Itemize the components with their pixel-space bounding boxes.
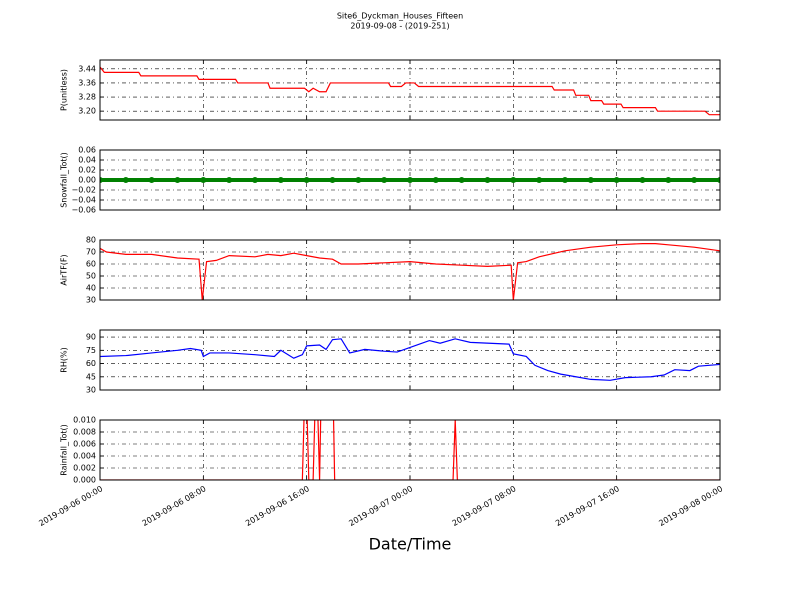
data-point — [381, 177, 388, 183]
x-tick-label: 2019-09-08 00:00 — [657, 484, 724, 528]
y-axis-label: RH(%) — [60, 347, 69, 372]
data-point — [536, 177, 543, 183]
data-point — [226, 177, 233, 183]
data-point — [717, 177, 720, 183]
y-tick-label: 70 — [86, 248, 96, 257]
data-point — [303, 177, 310, 183]
data-point — [200, 177, 207, 183]
y-tick-label: 75 — [86, 346, 96, 355]
axes-frame — [99, 239, 721, 301]
y-tick-label: 0.010 — [73, 416, 96, 425]
y-tick-label: 3.28 — [78, 93, 96, 102]
axes-frame — [99, 149, 721, 211]
chart-subtitle: 2019-09-08 - (2019-251) — [350, 22, 449, 31]
y-tick-label: 0.04 — [78, 156, 96, 165]
y-tick-label: 0.002 — [73, 464, 96, 473]
y-tick-label: 3.44 — [78, 64, 96, 73]
data-line — [100, 66, 720, 116]
y-axis-label: AirTF(F) — [60, 254, 69, 285]
y-tick-label: 0.004 — [73, 452, 96, 461]
y-axis-label: Rainfall_Tot() — [60, 424, 69, 476]
data-point — [174, 177, 181, 183]
data-point — [100, 177, 103, 183]
plot-area — [100, 243, 720, 300]
y-tick-label: 40 — [86, 284, 96, 293]
x-tick-label: 2019-09-06 16:00 — [244, 484, 311, 528]
y-tick-label: 45 — [86, 372, 96, 381]
data-point — [613, 177, 620, 183]
plot-area — [100, 66, 720, 116]
y-tick-label: 30 — [86, 296, 96, 305]
data-point — [562, 177, 568, 183]
data-point — [510, 177, 517, 183]
y-tick-label: 80 — [86, 236, 96, 245]
y-axis-label: P(unitless) — [60, 69, 69, 111]
y-tick-label: 0.00 — [78, 176, 96, 185]
x-tick-label: 2019-09-06 00:00 — [37, 484, 104, 528]
x-tick-label: 2019-09-07 16:00 — [554, 484, 621, 528]
data-line — [100, 338, 720, 381]
data-point — [691, 177, 698, 183]
plot-area — [100, 420, 720, 480]
chart-title: Site6_Dyckman_Houses_Fifteen — [337, 12, 463, 21]
plot-area — [100, 177, 720, 183]
data-point — [148, 177, 155, 183]
axes-frame — [99, 59, 721, 121]
data-point — [484, 177, 491, 183]
x-axis-label: Date/Time — [369, 535, 452, 554]
data-point — [665, 177, 672, 183]
data-point — [432, 177, 439, 183]
y-tick-label: 0.008 — [73, 428, 96, 437]
axes-frame — [99, 419, 721, 481]
y-tick-label: 3.36 — [78, 78, 96, 87]
plot-area — [100, 338, 720, 381]
y-tick-label: 90 — [86, 333, 96, 342]
x-tick-label: 2019-09-06 08:00 — [141, 484, 208, 528]
y-tick-label: 50 — [86, 272, 96, 281]
y-tick-label: 30 — [86, 386, 96, 395]
data-line — [100, 243, 720, 300]
y-tick-label: 3.20 — [78, 107, 96, 116]
y-tick-label: 60 — [86, 260, 96, 269]
data-point — [355, 177, 362, 183]
y-tick-label: −0.04 — [71, 196, 96, 205]
data-point — [407, 177, 413, 183]
y-tick-label: 60 — [86, 359, 96, 368]
y-tick-label: 0.000 — [73, 476, 96, 485]
x-tick-label: 2019-09-07 08:00 — [451, 484, 518, 528]
y-tick-label: 0.02 — [78, 166, 96, 175]
x-tick-label: 2019-09-07 00:00 — [347, 484, 414, 528]
data-point — [587, 177, 594, 183]
data-point — [639, 177, 646, 183]
data-point — [252, 177, 258, 183]
y-tick-label: −0.02 — [71, 186, 96, 195]
axes-frame — [99, 329, 721, 391]
data-point — [122, 177, 129, 183]
data-point — [458, 177, 465, 183]
y-tick-label: 0.006 — [73, 440, 96, 449]
data-point — [329, 177, 336, 183]
data-point — [277, 177, 284, 183]
y-axis-label: Snowfall_Tot() — [60, 152, 69, 208]
y-tick-label: −0.06 — [71, 206, 96, 215]
data-line — [100, 420, 720, 480]
y-tick-label: 0.06 — [78, 146, 96, 155]
